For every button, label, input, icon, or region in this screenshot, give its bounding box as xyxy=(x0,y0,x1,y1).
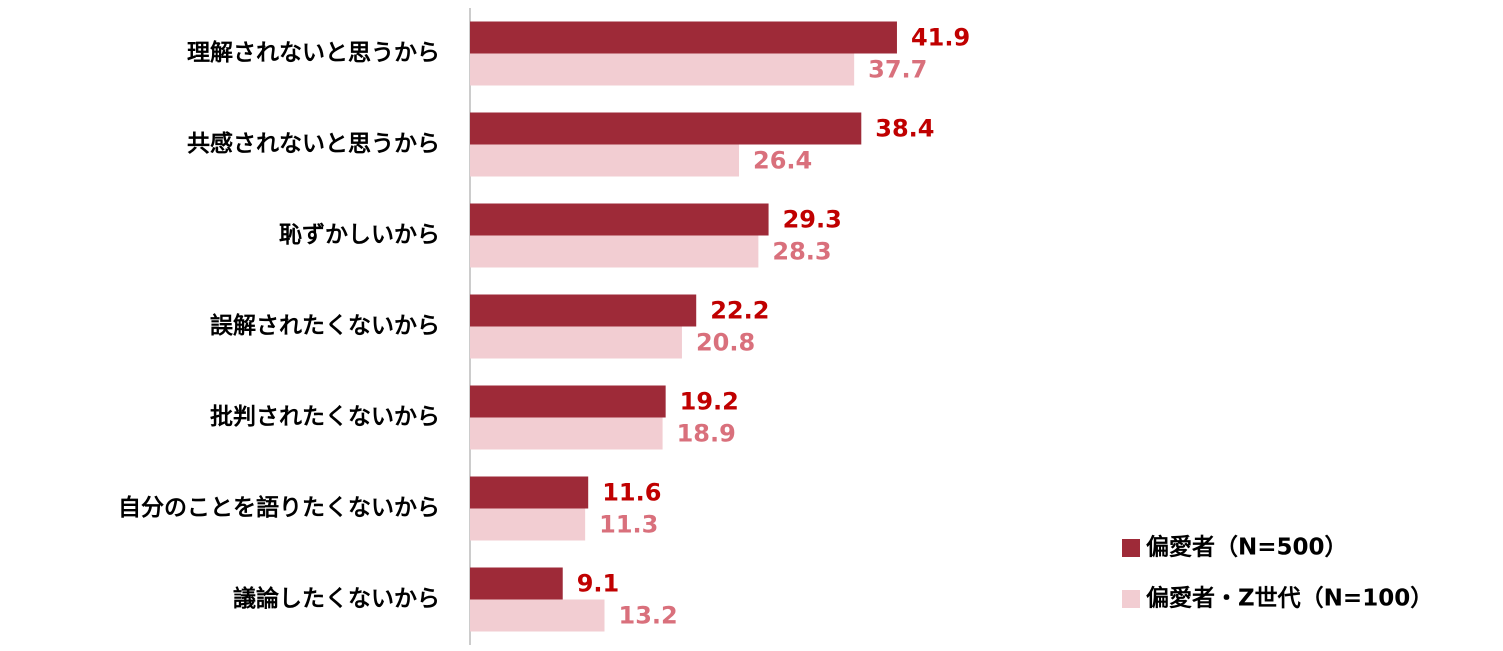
category-label: 誤解されたくないから xyxy=(210,312,440,339)
value-label: 20.8 xyxy=(696,329,755,357)
value-label: 29.3 xyxy=(783,206,842,234)
category-label: 共感されないと思うから xyxy=(187,130,440,157)
value-label: 9.1 xyxy=(577,570,620,598)
value-label: 11.3 xyxy=(599,511,658,539)
category-label: 恥ずかしいから xyxy=(279,222,440,248)
value-label: 28.3 xyxy=(772,238,831,266)
bar xyxy=(470,203,769,236)
bar xyxy=(470,53,855,86)
value-label: 26.4 xyxy=(753,147,812,175)
bar xyxy=(470,476,589,509)
bar xyxy=(470,508,586,541)
value-label: 41.9 xyxy=(911,24,970,52)
value-label: 22.2 xyxy=(710,297,769,325)
bar xyxy=(470,417,663,450)
bar xyxy=(470,385,666,418)
category-label: 議論したくないから xyxy=(233,585,440,612)
bar xyxy=(470,112,862,145)
category-label: 批判されたくないから xyxy=(210,404,440,430)
legend-label: 偏愛者・Z世代（N=100） xyxy=(1146,585,1433,612)
category-label: 自分のことを語りたくないから xyxy=(118,494,440,521)
bar xyxy=(470,599,605,632)
bar xyxy=(470,235,759,268)
value-label: 11.6 xyxy=(602,479,661,507)
bar xyxy=(470,144,740,177)
legend-label: 偏愛者（N=500） xyxy=(1146,534,1348,561)
bar xyxy=(470,294,697,327)
bar xyxy=(470,21,897,54)
value-label: 13.2 xyxy=(619,602,678,630)
value-label: 18.9 xyxy=(677,420,736,448)
category-label: 理解されないと思うから xyxy=(187,39,440,66)
value-label: 37.7 xyxy=(868,56,927,84)
legend-swatch xyxy=(1122,590,1140,608)
value-label: 19.2 xyxy=(680,388,739,416)
bar xyxy=(470,326,682,359)
value-label: 38.4 xyxy=(875,115,934,143)
legend-swatch xyxy=(1122,539,1140,557)
bar xyxy=(470,567,563,600)
